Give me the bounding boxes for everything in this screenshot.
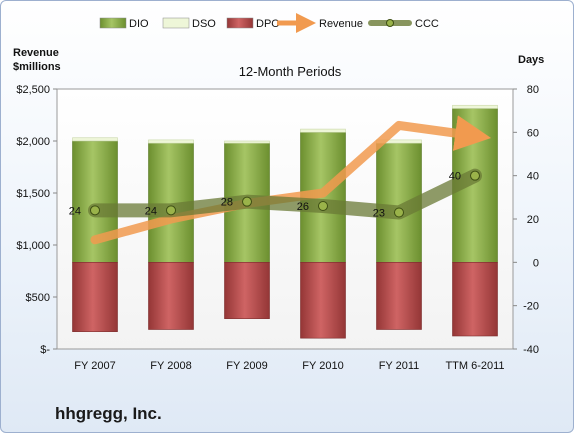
legend-ccc-point — [386, 19, 394, 27]
ccc-data-label: 40 — [449, 171, 461, 183]
left-tick-label: $1,000 — [16, 240, 50, 252]
company-name: hhgregg, Inc. — [55, 404, 162, 423]
legend: DIO DSO DPO Revenue CCC — [99, 13, 439, 33]
ccc-data-label: 24 — [145, 205, 157, 217]
right-tick-label: 0 — [533, 257, 539, 269]
plot-area: $- $500 $1,000 $1,500 $2,000 $2,500 -40 -20 0 20 4… — [16, 84, 539, 372]
ccc-line — [88, 168, 482, 220]
ccc-point — [166, 205, 176, 216]
legend-label-dio: DIO — [129, 18, 149, 30]
right-tick-label: -20 — [523, 301, 539, 313]
bar-dso — [452, 104, 498, 109]
legend-label-ccc: CCC — [415, 18, 439, 30]
bar-dpo — [452, 262, 498, 337]
chart-title: 12-Month Periods — [239, 64, 342, 79]
bar-dso — [72, 137, 118, 142]
legend-swatch-dio — [99, 17, 127, 29]
ccc-point — [394, 207, 404, 218]
category-label: FY 2011 — [379, 360, 420, 372]
right-tick-label: 60 — [527, 127, 539, 139]
left-axis-title: Revenue $millions — [13, 46, 61, 74]
bar-dpo — [300, 262, 346, 339]
bar-dpo — [148, 262, 194, 330]
legend-swatch-dso — [162, 17, 190, 29]
left-axis-title-line1: Revenue — [13, 47, 59, 59]
right-axis-title: Days — [518, 54, 545, 66]
ccc-point — [90, 205, 100, 216]
ccc-point — [242, 196, 252, 207]
bar-dpo — [72, 262, 118, 332]
category-label: FY 2008 — [150, 360, 191, 372]
bar-dso — [300, 128, 346, 133]
right-tick-label: 40 — [527, 171, 539, 183]
left-tick-label: $- — [40, 344, 50, 356]
category-label: FY 2007 — [74, 360, 115, 372]
legend-swatch-dpo — [226, 17, 254, 29]
left-tick-label: $500 — [26, 292, 50, 304]
right-tick-label: 80 — [527, 84, 539, 96]
left-tick-label: $2,000 — [16, 136, 50, 148]
left-axis-title-line2: $millions — [13, 61, 61, 73]
right-tick-label: -40 — [523, 344, 539, 356]
ccc-data-label: 23 — [373, 208, 385, 220]
category-label: FY 2009 — [226, 360, 267, 372]
left-tick-label: $2,500 — [16, 84, 50, 96]
left-tick-label: $1,500 — [16, 188, 50, 200]
right-tick-label: 20 — [527, 214, 539, 226]
category-label: FY 2010 — [302, 360, 343, 372]
ccc-point — [470, 170, 480, 181]
bar-dpo — [224, 262, 270, 319]
legend-label-dpo: DPO — [256, 18, 280, 30]
category-label: TTM 6-2011 — [445, 360, 504, 372]
ccc-data-label: 24 — [69, 205, 81, 217]
legend-label-revenue: Revenue — [319, 18, 363, 30]
legend-label-dso: DSO — [192, 18, 216, 30]
bar-dso — [148, 139, 194, 144]
bar-dso — [224, 140, 270, 144]
ccc-point — [318, 201, 328, 211]
bar-dpo — [376, 262, 422, 330]
ccc-data-label: 28 — [221, 197, 233, 209]
ccc-data-label: 26 — [297, 201, 309, 213]
